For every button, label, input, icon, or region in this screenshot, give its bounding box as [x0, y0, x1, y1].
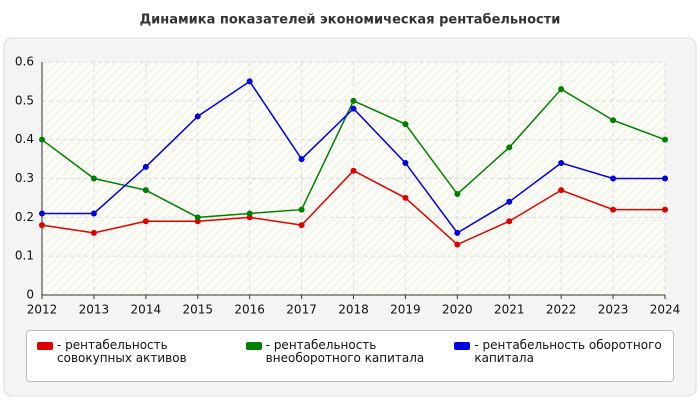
point	[90, 229, 97, 236]
legend-item: - рентабельность внеоборотного капитала	[245, 338, 455, 373]
y-tick-label: 0.1	[15, 249, 34, 263]
point	[39, 222, 45, 229]
legend-swatch	[37, 342, 53, 350]
point	[246, 210, 253, 217]
legend-label: - рентабельность внеоборотного капитала	[265, 338, 425, 365]
point	[506, 198, 513, 205]
point	[90, 175, 97, 182]
x-tick-label: 2017	[286, 303, 317, 317]
x-tick-label: 2019	[390, 303, 421, 317]
point	[558, 86, 565, 93]
point	[298, 156, 305, 163]
x-tick-label: 2013	[79, 303, 110, 317]
point	[39, 136, 45, 143]
point	[39, 210, 45, 217]
point	[506, 144, 513, 151]
legend-label: - рентабельность оборотного капитала	[474, 338, 662, 365]
y-tick-label: 0.4	[15, 132, 34, 146]
point	[610, 117, 617, 124]
point	[610, 206, 617, 213]
x-tick-label: 2020	[442, 303, 473, 317]
chart-title: Динамика показателей экономическая рента…	[140, 13, 561, 28]
y-tick-label: 0	[26, 288, 34, 302]
x-tick-label: 2021	[494, 303, 525, 317]
x-tick-label: 2015	[182, 303, 213, 317]
y-tick-label: 0.5	[15, 93, 34, 107]
y-tick-label: 0.3	[15, 171, 34, 185]
point	[350, 97, 357, 104]
point	[350, 105, 357, 112]
point	[142, 187, 149, 194]
point	[454, 229, 461, 236]
point	[194, 214, 201, 221]
legend-swatch	[245, 342, 262, 350]
x-tick-label: 2018	[338, 303, 369, 317]
x-tick-label: 2024	[650, 303, 681, 317]
x-tick-label: 2012	[27, 303, 58, 317]
point	[610, 175, 617, 182]
legend-item: - рентабельность оборотного капитала	[454, 339, 663, 373]
point	[662, 206, 668, 213]
point	[298, 206, 305, 213]
point	[402, 121, 409, 128]
y-tick-label: 0.2	[15, 210, 34, 224]
y-tick-label: 0.6	[15, 55, 34, 69]
point	[194, 113, 201, 120]
x-tick-label: 2016	[234, 303, 265, 317]
x-tick-label: 2022	[546, 303, 577, 317]
point	[454, 191, 461, 198]
point	[662, 175, 668, 182]
point	[558, 159, 565, 166]
legend-label: - рентабельность совокупных активов	[57, 338, 187, 365]
legend: - рентабельность совокупных активов - рен…	[26, 330, 674, 382]
point	[246, 78, 253, 85]
point	[454, 241, 461, 248]
point	[506, 218, 513, 225]
point	[402, 194, 409, 201]
point	[90, 210, 97, 217]
point	[142, 163, 149, 170]
x-tick-label: 2023	[598, 303, 629, 317]
legend-item: - рентабельность совокупных активов	[37, 339, 246, 373]
point	[558, 187, 565, 194]
x-tick-label: 2014	[131, 303, 162, 317]
point	[142, 218, 149, 225]
point	[402, 159, 409, 166]
point	[298, 222, 305, 229]
point	[662, 136, 668, 143]
legend-swatch	[454, 342, 471, 350]
point	[350, 167, 357, 174]
